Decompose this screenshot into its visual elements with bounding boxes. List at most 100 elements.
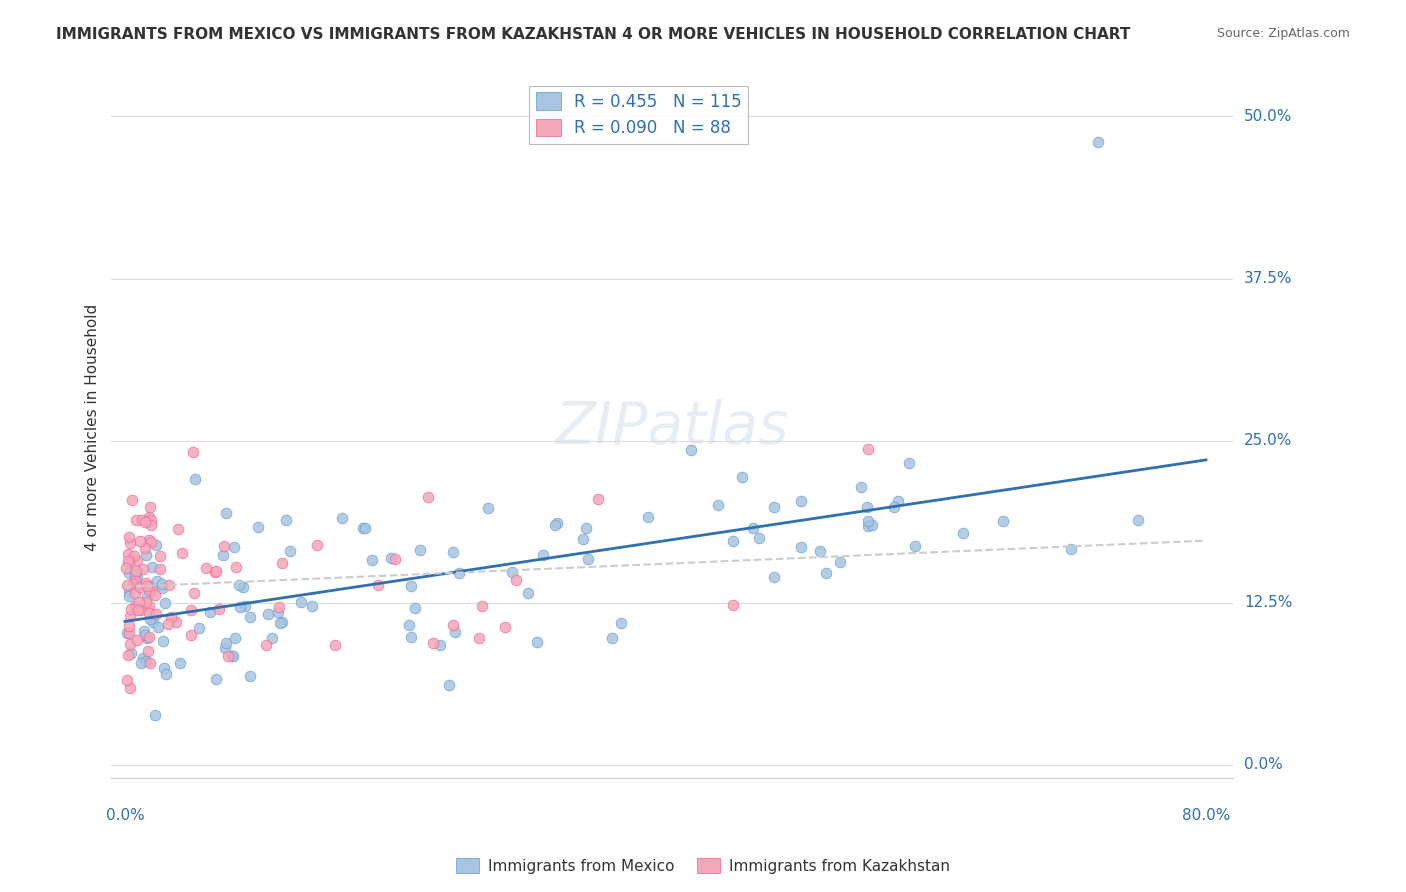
Point [118,530,141,544]
Point [429,639,451,653]
Point [121,492,143,507]
Point [118,626,141,640]
Point [404,601,426,615]
Point [150,576,173,591]
Point [134,515,156,529]
Point [155,667,177,681]
Point [274,513,297,527]
Point [128,603,150,617]
Point [572,532,595,546]
Point [271,615,294,629]
Text: ZIPatlas: ZIPatlas [555,400,789,456]
Point [208,602,231,616]
Point [183,586,205,600]
Point [127,579,149,593]
Point [444,625,467,640]
Text: 12.5%: 12.5% [1244,595,1292,610]
Point [221,648,243,663]
Point [145,538,167,552]
Point [135,548,157,562]
Text: 25.0%: 25.0% [1244,434,1292,448]
Point [862,518,884,533]
Point [118,555,141,569]
Point [139,656,162,670]
Point [269,615,291,630]
Point [447,566,470,580]
Point [135,654,157,668]
Point [169,656,191,670]
Y-axis label: 4 or more Vehicles in Household: 4 or more Vehicles in Household [86,304,100,551]
Point [575,521,598,535]
Point [222,649,245,664]
Point [422,636,444,650]
Point [505,574,527,588]
Point [172,546,194,560]
Point [742,521,765,535]
Point [138,582,160,597]
Point [217,648,239,663]
Point [139,612,162,626]
Point [763,570,786,584]
Point [136,578,159,592]
Point [398,618,420,632]
Point [121,646,143,660]
Text: 80.0%: 80.0% [1182,808,1230,823]
Point [118,584,141,599]
Point [125,565,148,579]
Text: IMMIGRANTS FROM MEXICO VS IMMIGRANTS FROM KAZAKHSTAN 4 OR MORE VEHICLES IN HOUSE: IMMIGRANTS FROM MEXICO VS IMMIGRANTS FRO… [56,27,1130,42]
Point [146,574,169,588]
Point [157,578,180,592]
Point [858,519,880,533]
Point [125,569,148,583]
Text: 50.0%: 50.0% [1244,109,1292,124]
Point [120,536,142,550]
Point [731,470,754,484]
Point [361,553,384,567]
Point [187,621,209,635]
Point [150,582,173,596]
Point [128,580,150,594]
Point [141,560,163,574]
Point [142,615,165,630]
Point [128,595,150,609]
Point [748,531,770,545]
Point [239,668,262,682]
Point [120,602,142,616]
Point [600,631,623,645]
Point [138,599,160,614]
Point [121,576,143,591]
Point [269,600,291,615]
Point [762,500,785,514]
Point [141,583,163,598]
Point [586,491,609,506]
Point [380,551,402,566]
Point [707,498,730,512]
Point [149,549,172,563]
Point [200,605,222,619]
Point [531,548,554,562]
Point [883,500,905,514]
Point [494,620,516,634]
Point [124,599,146,614]
Point [849,480,872,494]
Point [262,631,284,645]
Point [205,564,228,578]
Text: Source: ZipAtlas.com: Source: ZipAtlas.com [1216,27,1350,40]
Point [132,562,155,576]
Point [239,610,262,624]
Point [138,630,160,644]
Point [180,603,202,617]
Point [136,579,159,593]
Point [993,514,1015,528]
Point [301,599,323,613]
Point [118,681,141,695]
Point [118,566,141,580]
Point [166,522,188,536]
Point [129,656,152,670]
Point [353,521,375,535]
Point [165,615,187,629]
Point [367,577,389,591]
Point [721,533,744,548]
Point [138,509,160,524]
Point [117,673,139,687]
